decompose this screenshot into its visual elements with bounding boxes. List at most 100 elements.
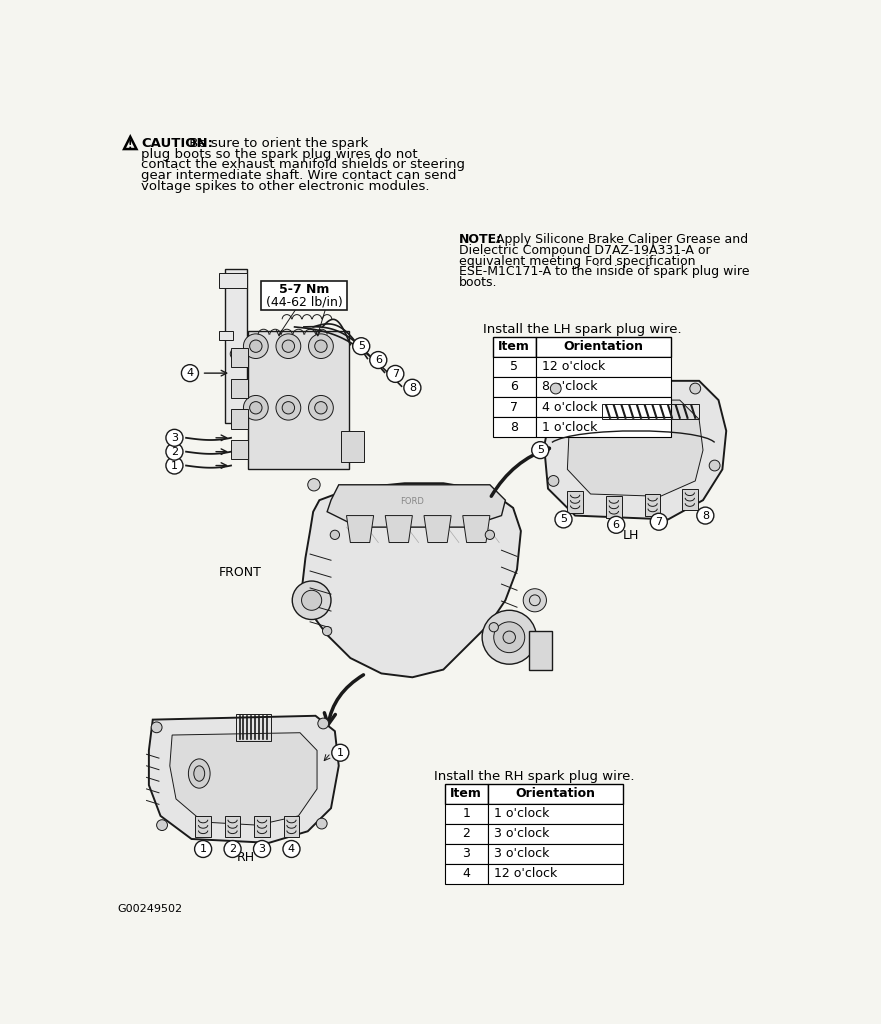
Bar [218, 273, 247, 289]
Circle shape [555, 511, 572, 528]
Bar [225, 816, 241, 838]
Polygon shape [424, 515, 451, 543]
Text: Install the LH spark plug wire.: Install the LH spark plug wire. [483, 324, 681, 336]
Bar [231, 410, 248, 429]
Circle shape [166, 429, 183, 446]
Bar [255, 816, 270, 838]
Polygon shape [567, 400, 703, 497]
Text: FRONT: FRONT [218, 565, 262, 579]
Circle shape [489, 623, 499, 632]
Text: 1: 1 [171, 461, 178, 471]
Bar [493, 337, 536, 357]
Text: 6: 6 [612, 520, 619, 529]
Bar [218, 331, 233, 340]
Circle shape [485, 530, 494, 540]
Text: contact the exhaust manifold shields or steering: contact the exhaust manifold shields or … [141, 159, 465, 171]
Circle shape [152, 722, 162, 733]
Text: 2: 2 [229, 844, 236, 854]
Polygon shape [463, 515, 490, 543]
Bar [536, 417, 671, 437]
Bar [231, 348, 248, 367]
Circle shape [249, 401, 262, 414]
Bar [262, 281, 346, 310]
Bar [487, 783, 623, 804]
Polygon shape [149, 716, 339, 843]
Text: 3: 3 [171, 433, 178, 442]
Text: Be sure to orient the spark: Be sure to orient the spark [184, 137, 367, 150]
Bar [248, 331, 349, 469]
Text: 8 o'clock: 8 o'clock [542, 381, 597, 393]
Bar [682, 488, 698, 510]
Circle shape [322, 627, 332, 636]
Circle shape [493, 622, 525, 652]
Bar [196, 816, 211, 838]
Bar [445, 844, 487, 863]
Bar [536, 377, 671, 397]
Text: 7: 7 [655, 517, 663, 526]
Bar [606, 497, 622, 518]
Text: 4 o'clock: 4 o'clock [542, 400, 597, 414]
Text: 7: 7 [510, 400, 518, 414]
Bar [487, 804, 623, 823]
Text: 6: 6 [510, 381, 518, 393]
Text: Orientation: Orientation [515, 787, 596, 800]
Text: 3 o'clock: 3 o'clock [493, 847, 549, 860]
Polygon shape [385, 515, 412, 543]
Text: (44-62 lb/in): (44-62 lb/in) [265, 295, 342, 308]
Circle shape [230, 348, 241, 359]
Text: Item: Item [499, 340, 530, 353]
Bar [567, 490, 583, 512]
Text: plug boots so the spark plug wires do not: plug boots so the spark plug wires do no… [141, 147, 418, 161]
Bar [445, 783, 487, 804]
Text: 12 o'clock: 12 o'clock [542, 360, 605, 374]
Circle shape [282, 401, 294, 414]
Circle shape [243, 395, 268, 420]
Text: 6: 6 [374, 355, 381, 365]
Text: LH: LH [623, 529, 639, 543]
Bar [493, 397, 536, 417]
Text: CAUTION:: CAUTION: [141, 137, 213, 150]
Polygon shape [170, 733, 317, 825]
Circle shape [503, 631, 515, 643]
Text: 2: 2 [463, 827, 470, 840]
Bar [493, 357, 536, 377]
Text: 5: 5 [358, 341, 365, 351]
Circle shape [292, 581, 331, 620]
Circle shape [532, 441, 549, 459]
Circle shape [370, 351, 387, 369]
Circle shape [551, 383, 561, 394]
Polygon shape [544, 381, 726, 519]
Bar [445, 804, 487, 823]
Text: 1 o'clock: 1 o'clock [542, 421, 597, 433]
Text: Apply Silicone Brake Caliper Grease and: Apply Silicone Brake Caliper Grease and [488, 233, 749, 246]
Bar [445, 823, 487, 844]
Text: 1: 1 [463, 807, 470, 820]
Text: RH: RH [237, 851, 255, 863]
Bar [493, 377, 536, 397]
Ellipse shape [189, 759, 210, 788]
Circle shape [166, 457, 183, 474]
Text: 1: 1 [337, 748, 344, 758]
Bar [225, 269, 247, 423]
Circle shape [308, 334, 333, 358]
Text: 4: 4 [288, 844, 295, 854]
Text: 5-7 Nm: 5-7 Nm [278, 283, 329, 296]
Circle shape [301, 590, 322, 610]
Circle shape [697, 507, 714, 524]
Circle shape [166, 443, 183, 460]
Circle shape [709, 460, 720, 471]
Circle shape [482, 610, 537, 665]
Circle shape [523, 589, 546, 611]
Text: Install the RH spark plug wire.: Install the RH spark plug wire. [433, 770, 634, 782]
Bar [487, 844, 623, 863]
Text: 12 o'clock: 12 o'clock [493, 867, 557, 881]
Circle shape [387, 366, 403, 382]
Bar [536, 397, 671, 417]
Ellipse shape [194, 766, 204, 781]
Circle shape [283, 841, 300, 857]
Circle shape [690, 383, 700, 394]
Bar [445, 863, 487, 884]
Bar [536, 357, 671, 377]
Bar [236, 715, 271, 741]
Text: gear intermediate shaft. Wire contact can send: gear intermediate shaft. Wire contact ca… [141, 169, 456, 182]
